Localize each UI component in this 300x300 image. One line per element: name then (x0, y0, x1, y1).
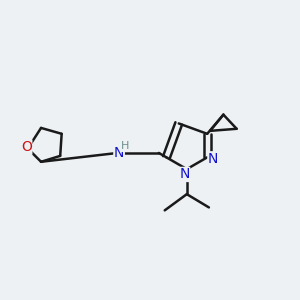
Text: O: O (21, 140, 32, 154)
Text: N: N (208, 152, 218, 166)
Text: N: N (179, 167, 190, 182)
Text: N: N (114, 146, 124, 160)
Text: H: H (121, 142, 129, 152)
